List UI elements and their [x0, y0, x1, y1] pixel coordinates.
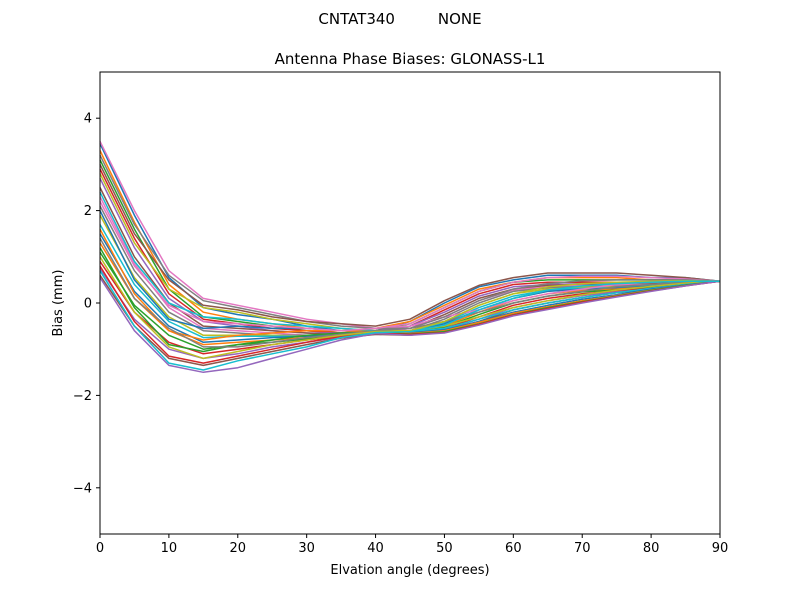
x-tick-label: 40: [367, 541, 384, 556]
y-tick-label: −2: [73, 389, 92, 404]
x-tick-label: 80: [643, 541, 660, 556]
x-tick-label: 60: [505, 541, 522, 556]
series-line-25: [99, 277, 721, 374]
x-tick-label: 70: [574, 541, 591, 556]
x-tick-label: 90: [712, 541, 729, 556]
x-axis-ticks: 0 10 20 30 40 50 60 70 80 90: [96, 534, 728, 556]
series-line-29: [99, 256, 721, 360]
series-line-17: [99, 140, 721, 330]
y-axis-ticks: −4 −2 0 2 4: [73, 112, 100, 496]
x-axis-label: Elvation angle (degrees): [330, 563, 489, 578]
series-line-27: [99, 201, 721, 332]
x-tick-label: 50: [436, 541, 453, 556]
x-tick-label: 30: [298, 541, 315, 556]
y-tick-label: 0: [84, 297, 92, 312]
chart-title: Antenna Phase Biases: GLONASS-L1: [275, 50, 546, 68]
series-group: [99, 140, 721, 374]
x-tick-label: 10: [161, 541, 178, 556]
x-tick-label: 20: [230, 541, 247, 556]
series-line-2: [99, 150, 721, 332]
chart-suptitle: CNTAT340 NONE: [318, 10, 481, 28]
y-axis-label: Bias (mm): [51, 270, 66, 337]
series-line-26: [99, 164, 721, 327]
series-line-19: [99, 173, 721, 332]
y-tick-label: 4: [84, 112, 92, 127]
series-line-3: [99, 159, 721, 334]
x-tick-label: 0: [96, 541, 104, 556]
y-tick-label: 2: [84, 204, 92, 219]
series-line-30: [99, 270, 720, 371]
series-line-5: [99, 177, 721, 334]
series-line-10: [99, 224, 721, 339]
y-tick-label: −4: [73, 481, 92, 496]
series-line-28: [99, 237, 721, 348]
